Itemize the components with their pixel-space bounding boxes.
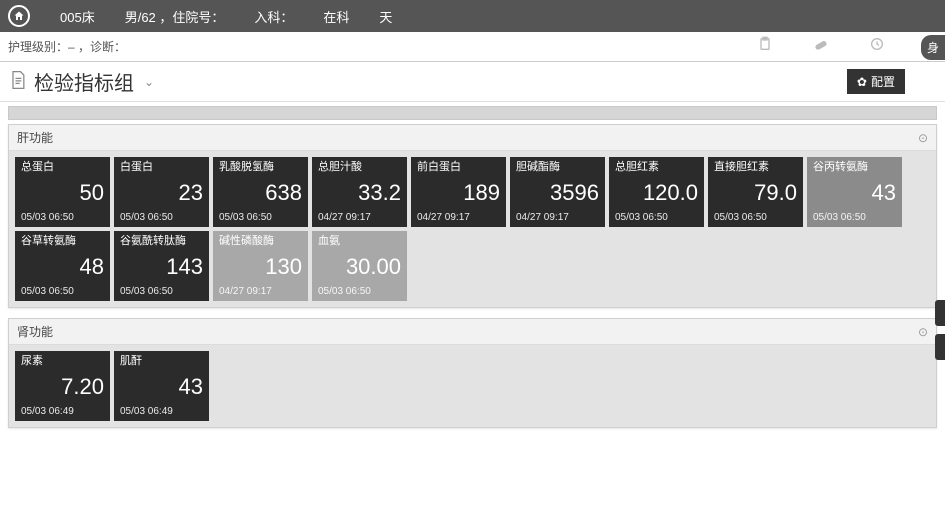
- metric-timestamp: 05/03 06:49: [120, 406, 203, 417]
- grey-strip: [8, 106, 937, 120]
- collapse-icon[interactable]: ⊙: [918, 325, 928, 339]
- side-handle[interactable]: [935, 300, 945, 326]
- side-pill[interactable]: 身: [921, 35, 945, 60]
- metric-label: 谷氨酰转肽酶: [120, 235, 203, 247]
- metric-timestamp: 05/03 06:49: [21, 406, 104, 417]
- metric-value: 130: [219, 256, 302, 278]
- metric-card[interactable]: 谷丙转氨酶 43 05/03 06:50: [807, 157, 902, 227]
- panel-body: 尿素 7.20 05/03 06:49 肌酐 43 05/03 06:49: [9, 345, 936, 427]
- metric-card[interactable]: 总胆汁酸 33.2 04/27 09:17: [312, 157, 407, 227]
- metric-card[interactable]: 前白蛋白 189 04/27 09:17: [411, 157, 506, 227]
- metric-card[interactable]: 尿素 7.20 05/03 06:49: [15, 351, 110, 421]
- metric-timestamp: 05/03 06:50: [318, 286, 401, 297]
- metric-label: 总蛋白: [21, 161, 104, 173]
- metric-value: 189: [417, 182, 500, 204]
- metric-timestamp: 04/27 09:17: [219, 286, 302, 297]
- subbar-icons: [757, 36, 885, 57]
- metric-label: 血氨: [318, 235, 401, 247]
- metric-card[interactable]: 总胆红素 120.0 05/03 06:50: [609, 157, 704, 227]
- config-label: 配置: [871, 73, 895, 90]
- metric-timestamp: 04/27 09:17: [417, 212, 500, 223]
- admit-label: 入科：: [254, 7, 293, 26]
- metric-timestamp: 05/03 06:50: [615, 212, 698, 223]
- metric-card[interactable]: 碱性磷酸酶 130 04/27 09:17: [213, 231, 308, 301]
- patient-label: 男/62 ，住院号：: [125, 7, 225, 26]
- metric-label: 前白蛋白: [417, 161, 500, 173]
- metric-timestamp: 05/03 06:50: [813, 212, 896, 223]
- bed-label: 005床: [60, 7, 95, 26]
- panel-body: 总蛋白 50 05/03 06:50 白蛋白 23 05/03 06:50 乳酸脱氢酶 638…: [9, 151, 936, 307]
- metric-value: 638: [219, 182, 302, 204]
- metric-value: 120.0: [615, 182, 698, 204]
- pill-icon[interactable]: [813, 36, 829, 57]
- metric-label: 尿素: [21, 355, 104, 367]
- metric-timestamp: 04/27 09:17: [516, 212, 599, 223]
- metric-value: 33.2: [318, 182, 401, 204]
- side-handle[interactable]: [935, 334, 945, 360]
- metric-card[interactable]: 谷草转氨酶 48 05/03 06:50: [15, 231, 110, 301]
- metric-timestamp: 05/03 06:50: [21, 286, 104, 297]
- metric-timestamp: 05/03 06:50: [120, 212, 203, 223]
- metric-card[interactable]: 肌酐 43 05/03 06:49: [114, 351, 209, 421]
- gear-icon: ✿: [857, 75, 867, 89]
- metric-label: 谷草转氨酶: [21, 235, 104, 247]
- page-title: 检验指标组: [34, 67, 134, 96]
- panel: 肾功能 ⊙ 尿素 7.20 05/03 06:49 肌酐 43 05/03 06:49: [8, 318, 937, 428]
- metric-label: 直接胆红素: [714, 161, 797, 173]
- collapse-icon[interactable]: ⊙: [918, 131, 928, 145]
- metric-label: 白蛋白: [120, 161, 203, 173]
- metric-card[interactable]: 乳酸脱氢酶 638 05/03 06:50: [213, 157, 308, 227]
- metric-card[interactable]: 谷氨酰转肽酶 143 05/03 06:50: [114, 231, 209, 301]
- metric-value: 143: [120, 256, 203, 278]
- metric-timestamp: 04/27 09:17: [318, 212, 401, 223]
- panel-title: 肝功能: [17, 129, 53, 146]
- title-bar: 检验指标组 ⌄ ✿ 配置: [0, 62, 945, 102]
- metric-card[interactable]: 直接胆红素 79.0 05/03 06:50: [708, 157, 803, 227]
- panel-header: 肾功能 ⊙: [9, 319, 936, 345]
- metric-value: 43: [813, 182, 896, 204]
- metric-timestamp: 05/03 06:50: [219, 212, 302, 223]
- document-icon: [8, 70, 28, 93]
- panel-header: 肝功能 ⊙: [9, 125, 936, 151]
- clipboard-icon[interactable]: [757, 36, 773, 57]
- metric-card[interactable]: 血氨 30.00 05/03 06:50: [312, 231, 407, 301]
- chevron-down-icon[interactable]: ⌄: [144, 75, 154, 89]
- metric-value: 50: [21, 182, 104, 204]
- metric-card[interactable]: 白蛋白 23 05/03 06:50: [114, 157, 209, 227]
- metric-label: 总胆汁酸: [318, 161, 401, 173]
- side-handles: [935, 300, 945, 360]
- metric-value: 48: [21, 256, 104, 278]
- metric-label: 总胆红素: [615, 161, 698, 173]
- metric-value: 30.00: [318, 256, 401, 278]
- inward-label: 在科: [323, 7, 349, 26]
- metric-label: 胆碱酯酶: [516, 161, 599, 173]
- content-area: 肝功能⊙总蛋白5005/03 06:50白蛋白2305/03 06:50乳酸脱氢…: [0, 102, 945, 530]
- metric-label: 碱性磷酸酶: [219, 235, 302, 247]
- metric-label: 谷丙转氨酶: [813, 161, 896, 173]
- metric-label: 乳酸脱氢酶: [219, 161, 302, 173]
- metric-value: 43: [120, 376, 203, 398]
- metric-card[interactable]: 胆碱酯酶 3596 04/27 09:17: [510, 157, 605, 227]
- metric-timestamp: 05/03 06:50: [120, 286, 203, 297]
- clock-icon[interactable]: [869, 36, 885, 57]
- metric-timestamp: 05/03 06:50: [21, 212, 104, 223]
- metric-card[interactable]: 总蛋白 50 05/03 06:50: [15, 157, 110, 227]
- metric-value: 3596: [516, 182, 599, 204]
- metric-timestamp: 05/03 06:50: [714, 212, 797, 223]
- days-label: 天: [379, 7, 392, 26]
- metric-label: 肌酐: [120, 355, 203, 367]
- panel: 肝功能⊙总蛋白5005/03 06:50白蛋白2305/03 06:50乳酸脱氢…: [8, 124, 937, 308]
- home-button[interactable]: [8, 5, 30, 27]
- metric-value: 79.0: [714, 182, 797, 204]
- sub-bar: 护理级别：– ，诊断： 身: [0, 32, 945, 62]
- panel-title: 肾功能: [17, 323, 53, 340]
- subbar-text: 护理级别：– ，诊断：: [8, 38, 126, 55]
- top-bar: 005床 男/62 ，住院号： 入科： 在科 天: [0, 0, 945, 32]
- metric-value: 7.20: [21, 376, 104, 398]
- config-button[interactable]: ✿ 配置: [847, 69, 905, 94]
- metric-value: 23: [120, 182, 203, 204]
